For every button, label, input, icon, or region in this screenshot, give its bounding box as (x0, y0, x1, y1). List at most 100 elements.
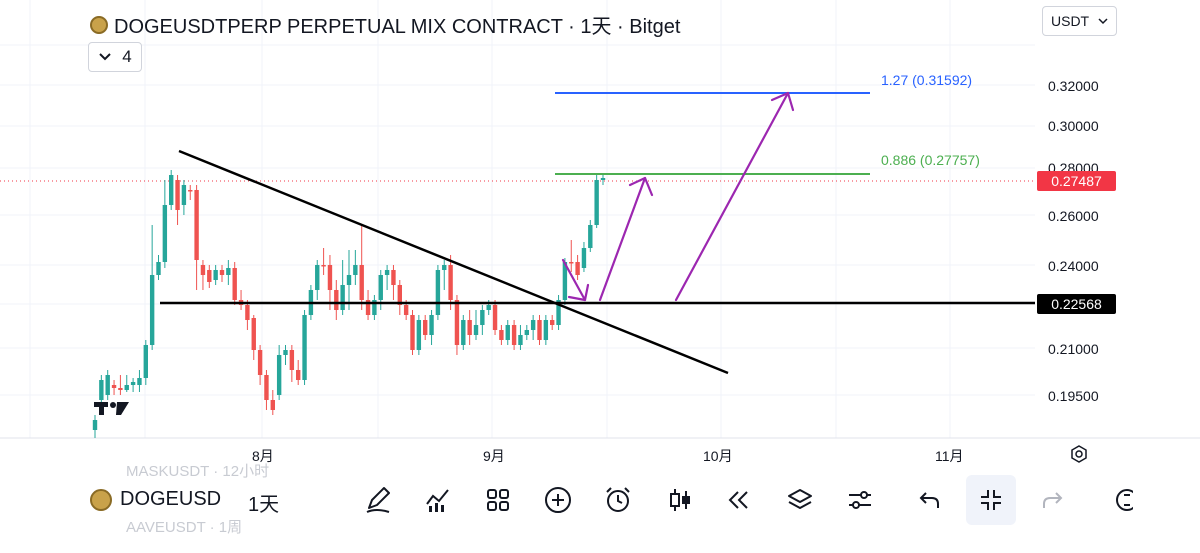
candle-body (219, 270, 225, 275)
undo-icon (919, 492, 939, 508)
alert-icon (606, 487, 630, 512)
fullscreen-exit-icon (981, 490, 1001, 510)
ghost-symbol-row: AAVEUSDT · 1周 (126, 519, 243, 536)
candle-body (550, 320, 555, 325)
indicator-count: 4 (122, 47, 132, 66)
candles-icon (670, 489, 690, 511)
add-button[interactable] (538, 480, 578, 520)
alert-button[interactable] (598, 480, 638, 520)
price-tick: 0.32000 (1048, 78, 1099, 94)
candles (92, 170, 606, 438)
candle-body (600, 178, 606, 180)
candle-body (499, 330, 504, 340)
support-price-tag: 0.22568 (1037, 294, 1116, 314)
candle-body (315, 265, 320, 290)
candle-body (454, 300, 460, 345)
candle-body (492, 305, 498, 330)
templates-button[interactable] (478, 480, 518, 520)
symbol-selector[interactable]: DOGEUSD (90, 488, 221, 511)
candle-body (365, 300, 371, 315)
candle-body (384, 270, 390, 275)
add-icon (545, 487, 571, 513)
candle-body (575, 262, 580, 275)
candle-body (130, 382, 136, 385)
layers-icon (788, 489, 812, 509)
candle-body (397, 285, 402, 305)
undo-button[interactable] (910, 480, 950, 520)
replay-button[interactable] (718, 480, 758, 520)
candle-body (251, 318, 256, 350)
candle-body (372, 300, 377, 315)
trendline[interactable] (178, 149, 729, 375)
candle-body (175, 180, 180, 210)
time-tick: 8月 (252, 448, 274, 464)
candle-body (448, 265, 453, 300)
candle-body (143, 345, 148, 378)
candle-body (403, 305, 409, 315)
currency-label: USDT (1051, 13, 1090, 29)
candle-body (296, 370, 301, 380)
candle-body (423, 320, 428, 335)
price-chart[interactable] (0, 0, 1200, 474)
fullscreen-exit-button[interactable] (966, 475, 1016, 525)
time-tick: 10月 (703, 448, 733, 464)
candle-body (156, 262, 161, 275)
price-tick: 0.19500 (1048, 388, 1099, 404)
candle-body (270, 400, 275, 410)
chart-properties-button[interactable] (840, 480, 880, 520)
replay-icon (728, 491, 748, 509)
candle-body (556, 300, 561, 325)
time-tick: 9月 (483, 448, 505, 464)
more-button[interactable] (1100, 480, 1140, 520)
candle-body (562, 262, 568, 300)
candle-body (511, 325, 517, 345)
more-icon (1116, 489, 1133, 511)
candle-body (416, 320, 422, 350)
indicators-button[interactable] (418, 480, 458, 520)
chart-type-button[interactable] (660, 480, 700, 520)
chart-grid (0, 0, 1200, 439)
candle-body (467, 320, 472, 335)
candle-body (149, 275, 155, 345)
candle-body (321, 265, 326, 267)
layers-button[interactable] (780, 480, 820, 520)
candle-body (302, 315, 307, 380)
indicators-collapse-button[interactable]: 4 (88, 42, 142, 72)
candle-body (264, 375, 269, 400)
price-tick: 0.24000 (1048, 258, 1099, 274)
candle-body (105, 375, 110, 395)
candle-body (486, 305, 491, 310)
candle-body (245, 305, 250, 320)
candle-body (276, 355, 282, 395)
candle-body (569, 262, 574, 264)
draw-icon (366, 487, 390, 513)
tv-logo (94, 402, 129, 415)
redo-button[interactable] (1032, 480, 1072, 520)
candle-body (137, 378, 142, 385)
candle-body (410, 315, 415, 350)
arrow-up-to-127[interactable] (674, 91, 795, 302)
candle-body (480, 310, 485, 325)
currency-select[interactable]: USDT (1042, 6, 1117, 36)
candle-body (99, 380, 104, 400)
fib-label-0886: 0.886 (0.27757) (881, 152, 980, 168)
candle-body (543, 320, 549, 340)
candle-body (194, 190, 199, 260)
indicators-icon (426, 489, 449, 512)
ghost-symbol-row: MASKUSDT · 12小时 (126, 463, 270, 480)
redo-icon (1043, 492, 1063, 508)
interval-selector[interactable]: 1天 (248, 494, 280, 516)
candle-body (232, 268, 237, 300)
candle-body (435, 270, 441, 315)
arrow-up-to-0886[interactable] (598, 176, 654, 302)
chart-settings-icon[interactable] (1069, 444, 1089, 464)
candle-body (111, 385, 117, 388)
draw-tool-button[interactable] (358, 480, 398, 520)
candle-body (283, 350, 288, 355)
arrow-down-retest[interactable] (561, 258, 590, 302)
fib-label-127: 1.27 (0.31592) (881, 72, 973, 88)
candle-body (188, 190, 193, 192)
candle-body (124, 385, 129, 390)
candle-body (518, 335, 523, 345)
candle-body (327, 265, 333, 290)
